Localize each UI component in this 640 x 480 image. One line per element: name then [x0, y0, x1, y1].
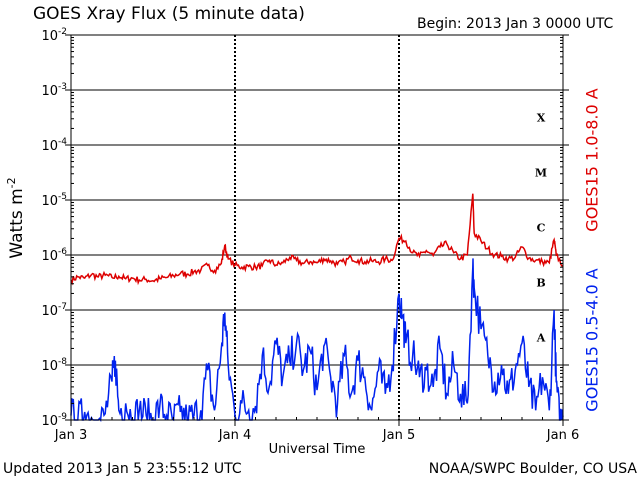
series-label-long: GOES15 1.0-8.0 A — [582, 88, 602, 232]
flare-class-label: A — [536, 332, 546, 345]
y-tick-label: 10-6 — [41, 247, 67, 264]
y-tick-label: 10-5 — [41, 192, 67, 209]
y-tick-label: 10-9 — [41, 412, 67, 429]
series-layer — [70, 193, 564, 423]
flare-class-label: C — [537, 222, 546, 235]
x-tick-label: Jan 4 — [218, 428, 251, 443]
y-tick-label: 10-2 — [41, 27, 67, 44]
footer-credit: NOAA/SWPC Boulder, CO USA — [428, 461, 637, 477]
x-tick-label: Jan 3 — [54, 428, 87, 443]
series-line-long — [70, 193, 564, 286]
flare-class-label: M — [535, 167, 547, 180]
x-axis-label: Universal Time — [268, 442, 366, 457]
tick-layer: 10-9 10-8 10-7 10-6 10-5 10-4 10-3 10-2 Jan 3 Jan… — [41, 27, 579, 443]
begin-label: Begin: 2013 Jan 3 0000 UTC — [417, 16, 614, 32]
footer-updated: Updated 2013 Jan 5 23:55:12 UTC — [3, 461, 242, 477]
y-axis-label: Watts m-2 — [5, 177, 27, 259]
flare-class-label: X — [537, 112, 546, 125]
y-tick-label: 10-8 — [41, 357, 67, 374]
x-tick-label: Jan 6 — [546, 428, 579, 443]
y-tick-label: 10-3 — [41, 82, 67, 99]
series-label-short: GOES15 0.5-4.0 A — [582, 268, 602, 412]
y-tick-label: 10-4 — [41, 137, 67, 154]
series-line-short — [70, 258, 564, 423]
flare-class-label: B — [536, 277, 545, 290]
x-tick-label: Jan 5 — [382, 428, 415, 443]
y-tick-label: 10-7 — [41, 302, 67, 319]
chart-title: GOES Xray Flux (5 minute data) — [33, 4, 305, 24]
grid-layer — [71, 35, 563, 420]
